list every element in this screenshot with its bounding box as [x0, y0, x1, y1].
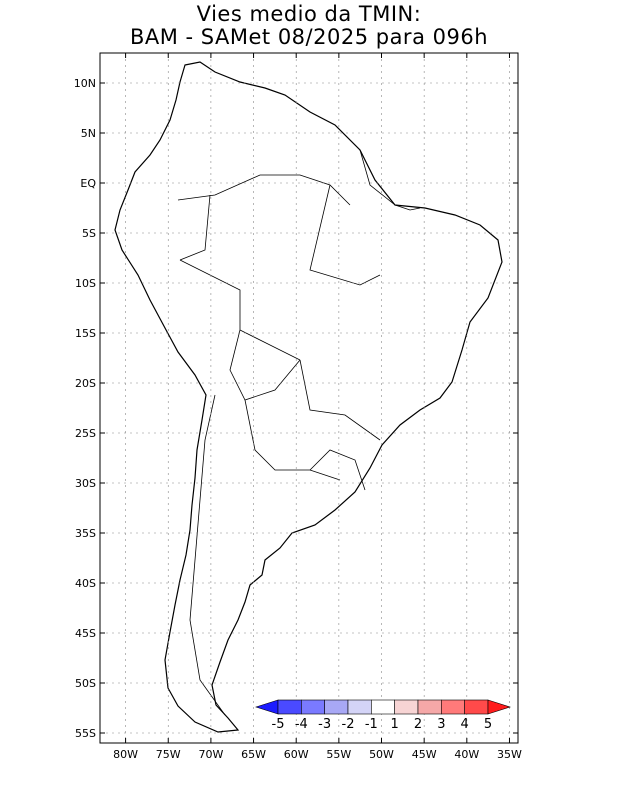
lat-label: 55S	[75, 727, 96, 740]
colorbar-label: -4	[295, 717, 308, 732]
colorbar-swatch	[464, 699, 489, 715]
lon-label: 50W	[369, 748, 394, 761]
lat-label: EQ	[80, 177, 96, 190]
colorbar-label: 4	[461, 717, 469, 732]
colorbar-high-arrow	[487, 699, 511, 715]
country-borders	[177, 149, 421, 716]
colorbar-swatch	[417, 699, 442, 715]
longitude-labels: 80W 75W 70W 65W 60W 55W 50W 45W 40W 35W	[113, 748, 522, 761]
colorbar-low-arrow	[255, 699, 279, 715]
lat-label: 50S	[75, 677, 96, 690]
colorbar-label: -5	[272, 717, 285, 732]
colorbar-labels: -5 -4 -3 -2 -1 1 2 3 4 5	[272, 717, 493, 732]
lat-label: 15S	[75, 327, 96, 340]
graticule	[100, 53, 518, 743]
colorbar-swatch	[301, 699, 325, 715]
colorbar: -5 -4 -3 -2 -1 1 2 3 4 5	[255, 699, 511, 732]
colorbar-swatch	[371, 699, 395, 715]
lat-label: 10S	[75, 277, 96, 290]
lat-label: 10N	[74, 77, 96, 90]
lon-label: 35W	[497, 748, 522, 761]
lat-label: 45S	[75, 627, 96, 640]
colorbar-label: -3	[318, 717, 331, 732]
colorbar-swatch	[394, 699, 419, 715]
colorbar-label: 2	[414, 717, 422, 732]
lon-label: 70W	[198, 748, 223, 761]
lat-label: 5S	[82, 227, 96, 240]
latitude-labels: 10N 5N EQ 5S 10S 15S 20S 25S 30S 35S 40S…	[74, 77, 97, 740]
axis-ticks	[100, 53, 518, 743]
lon-label: 65W	[241, 748, 266, 761]
colorbar-swatch	[347, 699, 372, 715]
lon-label: 45W	[412, 748, 437, 761]
lon-label: 75W	[156, 748, 181, 761]
colorbar-swatch	[277, 699, 302, 715]
colorbar-label: 3	[437, 717, 445, 732]
lat-label: 5N	[81, 127, 96, 140]
lon-label: 60W	[284, 748, 309, 761]
lat-label: 30S	[75, 477, 96, 490]
lat-label: 40S	[75, 577, 96, 590]
map-title-line-2: BAM - SAMet 08/2025 para 096h	[129, 25, 489, 49]
colorbar-swatch	[441, 699, 465, 715]
lat-label: 25S	[75, 427, 96, 440]
map-frame	[99, 52, 519, 744]
lat-label: 35S	[75, 527, 96, 540]
colorbar-label: -1	[365, 717, 378, 732]
lon-label: 55W	[326, 748, 351, 761]
lon-label: 80W	[113, 748, 138, 761]
lat-label: 20S	[75, 377, 96, 390]
colorbar-label: 5	[484, 717, 492, 732]
colorbar-swatches	[255, 699, 511, 715]
colorbar-swatch	[324, 699, 349, 715]
colorbar-label: -2	[342, 717, 355, 732]
coastline	[114, 61, 503, 733]
colorbar-label: 1	[391, 717, 399, 732]
lon-label: 40W	[454, 748, 479, 761]
map-title-line-1: Vies medio da TMIN:	[196, 2, 422, 26]
